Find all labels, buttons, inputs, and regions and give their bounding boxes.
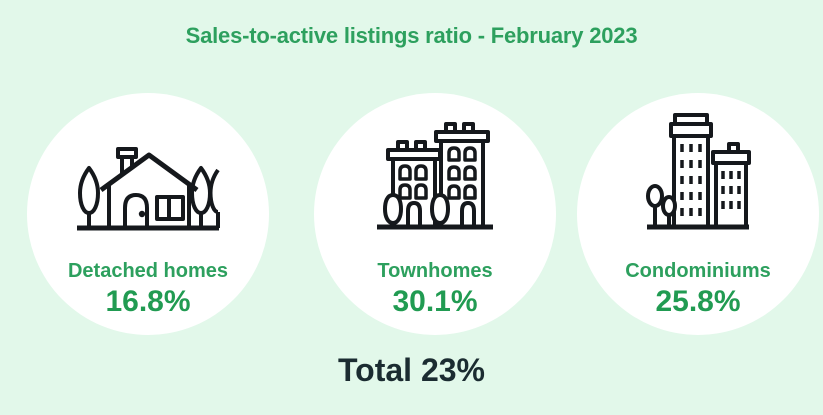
total-label: Total [338, 352, 413, 388]
condominiums-icon [646, 113, 751, 230]
category-label: Townhomes [377, 260, 493, 282]
townhomes-icon [377, 122, 493, 230]
category-value: 30.1% [392, 285, 478, 318]
category-card-townhomes: Townhomes 30.1% [314, 93, 556, 335]
category-card-condominiums: Condominiums 25.8% [577, 93, 819, 335]
category-label: Detached homes [67, 260, 229, 282]
category-label: Condominiums [625, 260, 771, 282]
detached-house-icon [77, 147, 220, 231]
category-card-detached-homes: Detached homes 16.8% [27, 93, 269, 335]
category-value: 16.8% [105, 285, 191, 318]
page-title: Sales-to-active listings ratio - Februar… [185, 23, 638, 48]
total-value: 23% [420, 352, 485, 388]
total-ratio: Total 23% [0, 351, 823, 389]
category-value: 25.8% [655, 285, 741, 318]
